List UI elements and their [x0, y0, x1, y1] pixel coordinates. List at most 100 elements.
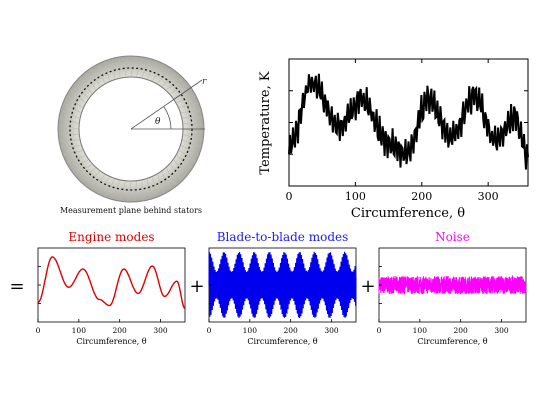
- stator-vane-line: [170, 83, 188, 94]
- panel-xlabel-engine: Circumference, θ: [76, 337, 146, 346]
- stator-vane-line: [66, 96, 83, 108]
- panel-xtick-label: 300: [324, 326, 339, 335]
- main-xtick-label: 300: [478, 190, 499, 203]
- stator-vane-line: [130, 57, 135, 77]
- stator-vane-line: [182, 139, 201, 148]
- equals-sign: =: [9, 276, 24, 297]
- main-xtick-label: 0: [286, 190, 293, 203]
- panel-xtick-label: 100: [72, 326, 87, 335]
- stator-vane-line: [91, 68, 101, 87]
- stator-vane-line: [179, 150, 196, 162]
- main-temperature-chart: 0 100 200 300 Circumference, θ Temperature,…: [258, 58, 529, 221]
- stator-vane-line: [152, 64, 164, 81]
- stator-vane-line: [157, 174, 165, 194]
- panel-xtick-label: 0: [36, 326, 41, 335]
- panel-xtick-label: 0: [377, 326, 382, 335]
- stator-vane-line: [79, 78, 92, 94]
- stator-vane-line: [147, 61, 157, 79]
- stator-vane-line: [176, 95, 196, 103]
- panel-title-engine: Engine modes: [68, 230, 154, 244]
- stator-vane-line: [74, 83, 89, 99]
- main-axis-ticks: 0 100 200 300: [286, 59, 528, 203]
- main-xlabel: Circumference, θ: [351, 206, 465, 221]
- stator-vane-line: [183, 134, 203, 141]
- panel-xtick-label: 300: [494, 326, 509, 335]
- panel-noise: Noise 0 100 200 300 Circumference, θ: [377, 230, 527, 346]
- stator-vane-line: [105, 179, 115, 197]
- panel-engine: Engine modes 0 100 200 300 Circumference, θ: [36, 230, 186, 346]
- main-xtick-label: 200: [411, 190, 432, 203]
- panel-xlabel-noise: Circumference, θ: [417, 337, 487, 346]
- stator-vane-line: [136, 57, 143, 77]
- main-xtick-label: 100: [345, 190, 366, 203]
- stator-vane-line: [80, 168, 96, 181]
- stator-vane-line: [59, 117, 79, 124]
- stator-vane-line: [61, 145, 81, 149]
- annulus-diagram: r θ Measurement plane behind stators: [57, 55, 207, 215]
- plus-sign-2: +: [360, 276, 375, 297]
- stator-vane-line: [181, 145, 199, 155]
- ring-caption: Measurement plane behind stators: [60, 206, 202, 215]
- stator-vane-line: [170, 164, 183, 180]
- stator-vane-line: [91, 174, 105, 190]
- panel-title-blade: Blade-to-blade modes: [217, 230, 349, 244]
- stator-vane-line: [179, 102, 199, 108]
- stator-vane-line: [85, 72, 96, 90]
- stator-vane-line: [119, 181, 126, 201]
- theta-arc: [163, 106, 172, 130]
- stator-vane-line: [97, 64, 105, 84]
- panel-xtick-label: 300: [153, 326, 168, 335]
- stator-vane-line: [141, 59, 150, 78]
- main-ylabel: Temperature, K: [258, 71, 273, 174]
- stator-vane-line: [127, 181, 132, 201]
- stator-vane-line: [111, 59, 115, 79]
- panel-xtick-label: 100: [243, 326, 258, 335]
- main-plot-frame: [288, 58, 529, 187]
- stator-vane-line: [183, 128, 203, 133]
- panel-line-noise: [378, 274, 527, 295]
- stator-vane-line: [134, 181, 137, 201]
- panel-blade: Blade-to-blade modes 0 100 200 300 Circumfere…: [207, 230, 357, 346]
- stator-vane-line: [181, 109, 201, 113]
- stator-vane-line: [166, 168, 177, 186]
- stator-vane-line: [173, 159, 188, 175]
- stator-vane-line: [70, 89, 86, 103]
- panel-xlabel-blade: Circumference, θ: [247, 337, 317, 346]
- stator-vane-line: [157, 68, 171, 84]
- stator-vane-line: [161, 72, 177, 87]
- panel-xtick-label: 200: [454, 326, 469, 335]
- stator-vanes: [59, 57, 203, 201]
- theta-label: θ: [155, 117, 161, 127]
- stator-vane-line: [59, 125, 79, 130]
- panel-xtick-label: 200: [113, 326, 128, 335]
- stator-vane-line: [183, 123, 203, 126]
- stator-vane-line: [59, 132, 79, 135]
- stator-vane-line: [125, 57, 128, 77]
- panel-line-blade: [208, 251, 357, 319]
- panel-xtick-label: 200: [284, 326, 299, 335]
- panel-xtick-label: 100: [413, 326, 428, 335]
- plus-sign-1: +: [189, 276, 204, 297]
- main-temperature-line: [288, 73, 529, 170]
- panel-title-noise: Noise: [435, 230, 470, 244]
- stator-vane-line: [74, 164, 92, 175]
- stator-vane-line: [70, 159, 89, 169]
- radius-arrow: [130, 79, 203, 130]
- stator-vane-line: [161, 171, 171, 190]
- radius-label: r: [202, 77, 207, 87]
- stator-vane-line: [104, 61, 110, 81]
- stator-vane-line: [85, 171, 101, 186]
- stator-vane-line: [98, 177, 110, 194]
- panel-line-engine: [37, 256, 186, 310]
- stator-vane-line: [61, 110, 80, 119]
- stator-vane-line: [63, 103, 81, 113]
- stator-vane-line: [152, 177, 158, 197]
- stator-vane-line: [176, 155, 192, 169]
- stator-vane-line: [166, 77, 182, 90]
- stator-vane-line: [66, 155, 86, 163]
- panel-xtick-label: 0: [207, 326, 212, 335]
- panel-frame-engine: [37, 247, 186, 323]
- stator-vane-line: [147, 179, 151, 199]
- stator-vane-line: [63, 150, 83, 156]
